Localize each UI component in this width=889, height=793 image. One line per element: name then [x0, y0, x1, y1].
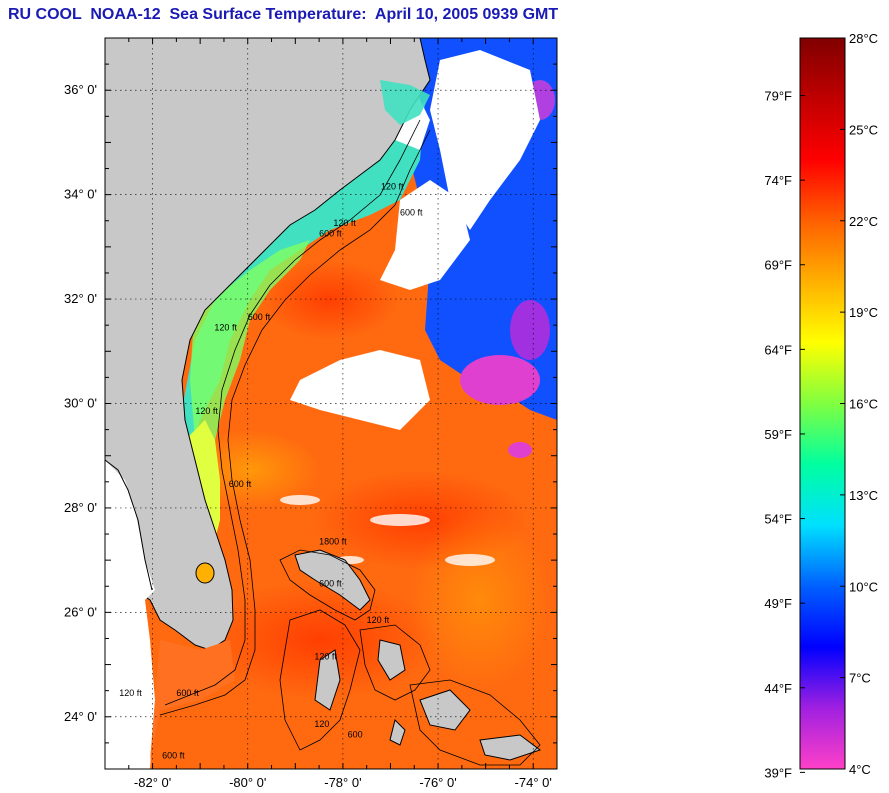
bahamas-islands	[294, 549, 542, 761]
isobath-contours	[159, 119, 541, 766]
florida-keys-water	[150, 640, 235, 760]
cb-fahrenheit-label: 44°F	[764, 681, 792, 696]
cb-celsius-label: 16°C	[849, 397, 878, 412]
lat-tick-label: 28° 0'	[64, 500, 97, 515]
isobath-label: 120 ft	[119, 688, 142, 698]
colorbar-ramp	[799, 37, 846, 770]
cb-fahrenheit-label: 54°F	[764, 512, 792, 527]
cb-fahrenheit-label: 74°F	[764, 173, 792, 188]
isobath-label: 120 ft	[367, 615, 390, 625]
cb-fahrenheit-label: 69°F	[764, 258, 792, 273]
isobath-label: 600 ft	[162, 751, 185, 761]
pamlico-sound	[380, 80, 430, 125]
lon-tick-label: -78° 0'	[324, 775, 361, 790]
cb-celsius-label: 22°C	[849, 214, 878, 229]
isobath-label: 600 ft	[400, 208, 423, 218]
lon-tick-label: -80° 0'	[229, 775, 266, 790]
lat-tick-label: 24° 0'	[64, 709, 97, 724]
isobath-label: 600 ft	[319, 228, 342, 238]
colorbar-fahrenheit-labels: 79°F 74°F 69°F 64°F 59°F 54°F 49°F 44°F 39°F	[764, 89, 805, 780]
lat-tick-label: 34° 0'	[64, 187, 97, 202]
cb-celsius-label: 7°C	[849, 671, 871, 686]
shelf-water-green	[190, 240, 310, 480]
lat-tick-label: 36° 0'	[64, 82, 97, 97]
isobath-label: 120 ft	[381, 181, 404, 191]
lat-tick-label: 26° 0'	[64, 604, 97, 619]
cb-celsius-label: 4°C	[849, 762, 871, 777]
no-data-gulf	[105, 460, 155, 769]
isobath-label: 120 ft	[333, 218, 356, 228]
page-title: RU COOL NOAA-12 Sea Surface Temperature:…	[8, 6, 559, 23]
isobath-label: 120 ft	[214, 322, 237, 332]
cb-celsius-label: 10°C	[849, 579, 878, 594]
cb-fahrenheit-label: 49°F	[764, 596, 792, 611]
cb-celsius-label: 25°C	[849, 122, 878, 137]
lon-tick-label: -82° 0'	[134, 775, 171, 790]
cb-fahrenheit-label: 39°F	[764, 765, 792, 780]
graticule	[105, 38, 557, 769]
cb-fahrenheit-label: 59°F	[764, 427, 792, 442]
gulf-coastline	[105, 459, 153, 591]
isobath-label: 600 ft	[319, 578, 342, 588]
isobath-label: 600 ft	[248, 312, 271, 322]
isobath-label: 600 ft	[176, 688, 199, 698]
lat-tick-label: 30° 0'	[64, 396, 97, 411]
colorbar: 28°C25°C22°C19°C16°C13°C10°C7°C4°C 79°F7…	[764, 31, 878, 780]
lon-tick-label: -76° 0'	[419, 775, 456, 790]
longitude-axis: -82° 0' -80° 0' -78° 0' -76° 0' -74° 0'	[104, 38, 558, 790]
cb-fahrenheit-label: 79°F	[764, 89, 792, 104]
cb-celsius-label: 19°C	[849, 305, 878, 320]
cb-celsius-label: 28°C	[849, 31, 878, 46]
lon-tick-label: -74° 0'	[515, 775, 552, 790]
isobath-label: 120	[314, 719, 329, 729]
cold-water-cyan	[180, 100, 425, 460]
lat-tick-label: 32° 0'	[64, 291, 97, 306]
lake-okeechobee	[195, 562, 215, 584]
isobath-label: 1800 ft	[319, 536, 347, 546]
latitude-axis: 36° 0' 34° 0' 32° 0' 30° 0' 28° 0' 26° 0' 24° …	[64, 37, 557, 770]
isobath-label: 120 ft	[195, 406, 218, 416]
colorbar-celsius-labels: 28°C 25°C 22°C 19°C 16°C 13°C 10°C 7°C 4°C	[840, 31, 878, 777]
us-mainland	[105, 38, 431, 651]
cb-fahrenheit-label: 64°F	[764, 342, 792, 357]
cb-celsius-label: 13°C	[849, 488, 878, 503]
isobath-label: 600	[348, 730, 363, 740]
isobath-label: 120 ft	[314, 651, 337, 661]
isobath-label: 600 ft	[229, 479, 252, 489]
